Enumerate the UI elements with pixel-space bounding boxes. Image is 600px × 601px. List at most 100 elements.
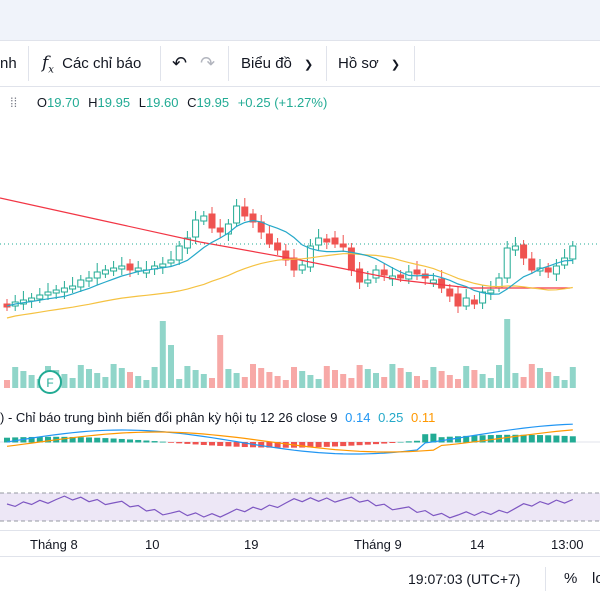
change-value: +0.25 (+1.27%) bbox=[237, 95, 328, 110]
volume-bar bbox=[430, 367, 437, 388]
macd-legend: ) - Chỉ báo trung bình biến đổi phân kỳ … bbox=[0, 410, 435, 425]
legend-handle-icon[interactable]: ⁞⁞ bbox=[10, 95, 18, 110]
volume-bar bbox=[479, 374, 486, 388]
log-toggle[interactable]: lo bbox=[592, 570, 600, 587]
macd-hist-bar bbox=[340, 442, 347, 447]
rsi-chart[interactable] bbox=[0, 487, 600, 527]
macd-hist-bar bbox=[364, 442, 371, 445]
candle-body bbox=[552, 265, 560, 275]
candle-body bbox=[347, 247, 355, 271]
ma-short-line bbox=[6, 219, 573, 307]
volume-bar bbox=[528, 364, 535, 388]
candle-body bbox=[462, 297, 470, 307]
candle-body bbox=[241, 206, 249, 217]
macd-hist-bar bbox=[471, 435, 478, 443]
volume-bar bbox=[315, 379, 322, 388]
chart-type-button[interactable]: Biểu đồ ❯ bbox=[241, 41, 313, 86]
candle-body bbox=[470, 299, 478, 305]
volume-bar bbox=[12, 367, 19, 388]
volume-bar bbox=[373, 373, 379, 388]
candle-body bbox=[69, 285, 77, 290]
candle-body bbox=[315, 237, 323, 246]
candle-body bbox=[536, 267, 544, 272]
volume-bar bbox=[561, 380, 568, 388]
volume-bar bbox=[340, 374, 347, 388]
volume-bar bbox=[332, 370, 338, 388]
redo-icon[interactable]: ↷ bbox=[200, 53, 216, 73]
candle-body bbox=[28, 297, 36, 302]
macd-hist-bar bbox=[266, 442, 273, 448]
chevron-down-icon: ❯ bbox=[390, 59, 401, 71]
candle-body bbox=[438, 278, 446, 289]
volume-bar bbox=[356, 365, 363, 388]
toolbar-divider bbox=[326, 46, 327, 81]
price-chart[interactable]: F bbox=[0, 120, 600, 400]
volume-bar bbox=[258, 368, 265, 388]
macd-hist-bar bbox=[209, 442, 215, 446]
chart-type-label: Biểu đồ bbox=[241, 55, 292, 72]
candle-body bbox=[159, 263, 167, 268]
macd-hist-bar bbox=[45, 436, 51, 443]
volume-bar bbox=[159, 321, 166, 388]
macd-hist-bar bbox=[184, 442, 191, 444]
volume-bar bbox=[364, 369, 371, 388]
volume-bar bbox=[135, 376, 142, 388]
volume-bar bbox=[233, 373, 240, 388]
signal-line bbox=[6, 429, 573, 453]
indicators-button[interactable]: fx Các chỉ báo bbox=[42, 41, 141, 86]
volume-bar bbox=[397, 368, 404, 388]
macd-hist-bar bbox=[168, 442, 174, 443]
macd-hist-bar bbox=[159, 441, 166, 443]
volume-bar bbox=[4, 380, 10, 388]
volume-bar bbox=[455, 379, 461, 388]
low-label: L bbox=[138, 95, 146, 110]
volume-bar bbox=[266, 372, 273, 388]
macd-hist-bar bbox=[537, 435, 543, 443]
candle-body bbox=[110, 267, 118, 272]
macd-hist-bar bbox=[528, 434, 535, 443]
volume-bar bbox=[127, 372, 133, 388]
macd-hist-bar bbox=[299, 442, 306, 448]
macd-hist-bar bbox=[315, 442, 322, 448]
volume-bar bbox=[184, 366, 191, 388]
volume-bar bbox=[143, 380, 150, 388]
macd-hist-bar bbox=[569, 436, 576, 443]
status-bar: 19:07:03 (UTC+7) % lo bbox=[0, 556, 600, 601]
volume-bar bbox=[438, 371, 445, 388]
volume-bar bbox=[209, 378, 215, 388]
candle-body bbox=[356, 268, 364, 283]
volume-bar bbox=[200, 374, 207, 388]
candle-body bbox=[282, 250, 290, 261]
macd-chart[interactable] bbox=[0, 420, 600, 485]
candle-body bbox=[183, 237, 191, 249]
candle-body bbox=[126, 263, 134, 271]
volume-bar bbox=[69, 378, 76, 388]
candle-body bbox=[413, 269, 421, 275]
candle-body bbox=[77, 279, 85, 288]
macd-title: ) - Chỉ báo trung bình biến đổi phân kỳ … bbox=[0, 410, 338, 425]
macd-value-2: 0.25 bbox=[378, 410, 404, 425]
high-label: H bbox=[88, 95, 98, 110]
toolbar-cut-label[interactable]: nh bbox=[0, 55, 17, 72]
undo-icon[interactable]: ↶ bbox=[172, 53, 188, 73]
profile-button[interactable]: Hồ sơ ❯ bbox=[338, 41, 400, 86]
high-value: 19.95 bbox=[97, 95, 131, 110]
candlesticks bbox=[3, 198, 577, 313]
volume-bar bbox=[102, 377, 109, 388]
clock-display[interactable]: 19:07:03 (UTC+7) bbox=[408, 571, 521, 587]
percent-toggle[interactable]: % bbox=[564, 570, 578, 587]
indicators-label: Các chỉ báo bbox=[62, 55, 142, 72]
fx-icon: fx bbox=[42, 53, 54, 76]
macd-hist-bar bbox=[69, 436, 76, 443]
volume-bar bbox=[323, 366, 330, 388]
toolbar-divider bbox=[28, 46, 29, 81]
event-marker[interactable] bbox=[38, 370, 62, 394]
macd-hist-bar bbox=[151, 441, 158, 443]
candle-body bbox=[429, 279, 437, 284]
macd-value-3: 0.11 bbox=[411, 410, 436, 425]
volume-bar bbox=[307, 375, 314, 388]
volume-bar bbox=[151, 367, 158, 388]
macd-hist-bar bbox=[332, 442, 338, 447]
macd-hist-bar bbox=[77, 437, 84, 443]
volume-bar bbox=[225, 369, 232, 388]
